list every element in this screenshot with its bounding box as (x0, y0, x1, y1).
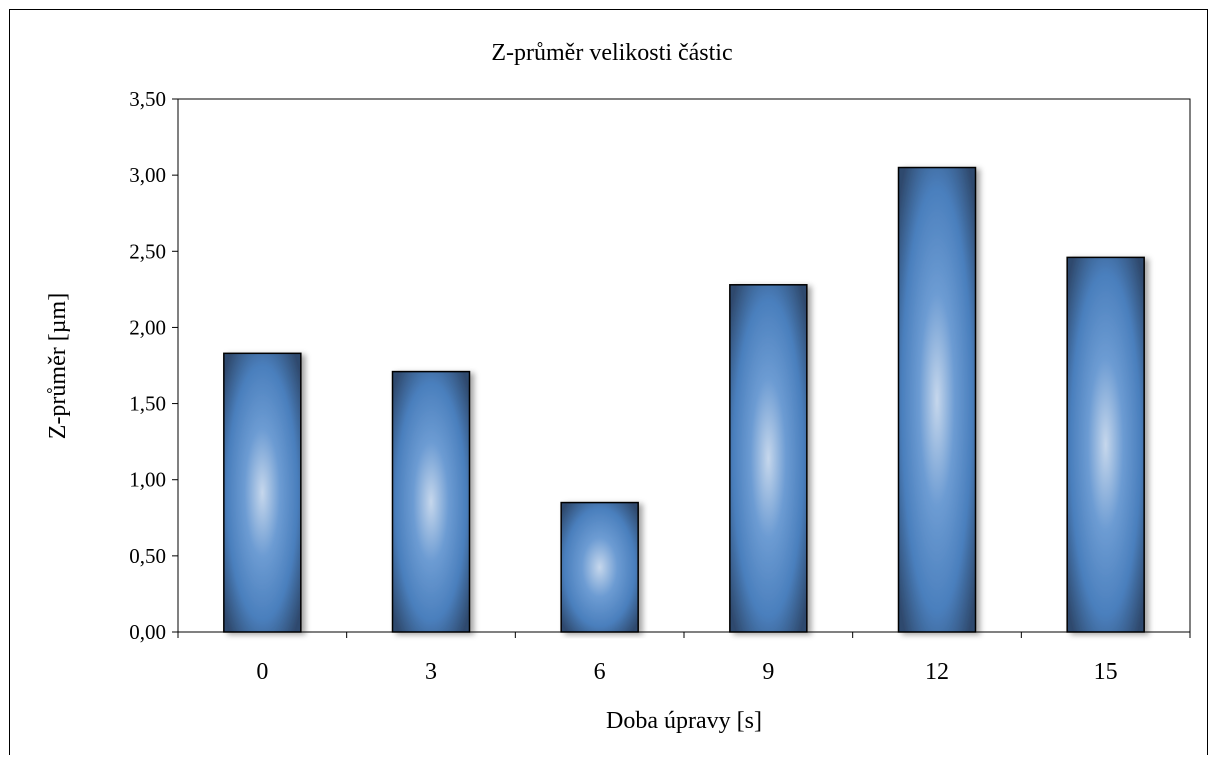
y-tick-label: 1,00 (129, 468, 166, 492)
y-tick-label: 0,50 (129, 544, 166, 568)
x-axis-label: Doba úpravy [s] (606, 708, 762, 734)
bar-6 (560, 501, 639, 633)
x-tick-label: 3 (425, 659, 437, 685)
y-tick-label: 3,00 (129, 163, 166, 187)
y-tick-label: 3,50 (129, 87, 166, 111)
x-tick-label: 12 (925, 659, 949, 685)
bars-group (223, 166, 1145, 633)
y-axis: 0,00 0,50 1,00 1,50 2,00 2,50 3,00 3,50 (129, 87, 178, 644)
y-axis-label: Z-průměr [µm] (45, 293, 71, 439)
bar-3 (391, 370, 471, 633)
chart-title: Z-průměr velikosti částic (491, 40, 732, 66)
y-tick-label: 2,50 (129, 239, 166, 263)
bar-12 (897, 166, 977, 633)
bar-9 (729, 284, 808, 633)
x-tick-label: 9 (762, 659, 774, 685)
plot-area (177, 98, 1191, 633)
x-tick-label: 6 (594, 659, 606, 685)
x-axis: 0 3 6 9 12 15 (177, 632, 1191, 685)
y-tick-label: 1,50 (129, 392, 166, 416)
y-tick-label: 0,00 (129, 620, 166, 644)
x-tick-label: 15 (1094, 659, 1118, 685)
y-tick-label: 2,00 (129, 315, 166, 339)
bar-15 (1066, 256, 1145, 633)
bar-0 (223, 352, 302, 633)
x-tick-label: 0 (256, 659, 268, 685)
